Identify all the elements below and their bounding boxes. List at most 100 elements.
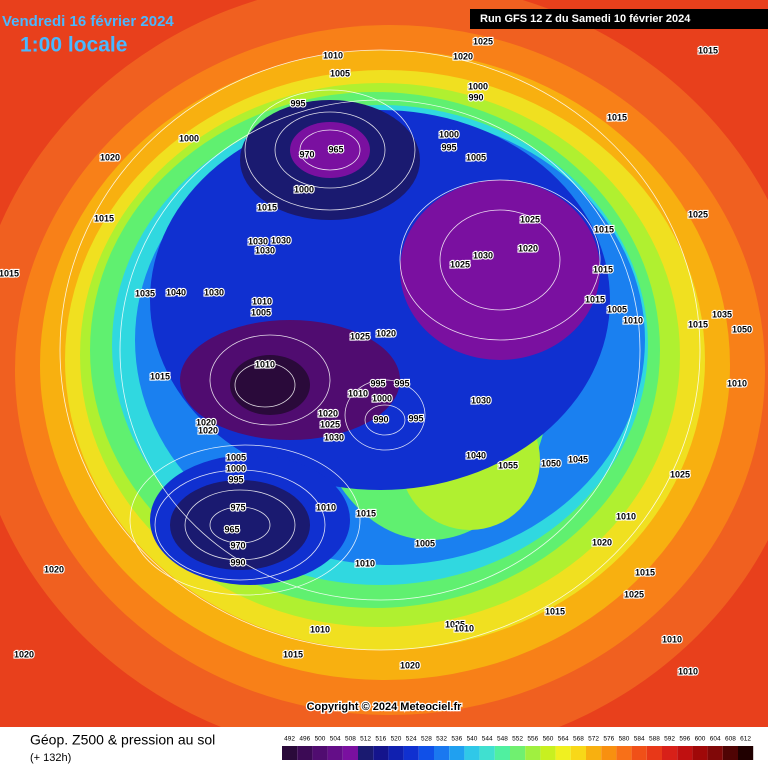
isobar-label: 1030 (248, 236, 268, 246)
isobar-label: 1000 (179, 133, 199, 143)
isobar-label: 1005 (251, 307, 271, 317)
isobar-label: 1025 (624, 589, 644, 599)
isobar-label: 1030 (471, 395, 491, 405)
legend-swatch (297, 746, 313, 760)
isobar-label: 1030 (473, 250, 493, 260)
isobar-label: 1010 (623, 315, 643, 325)
isobar-label: 1010 (323, 50, 343, 60)
isobar-label: 1000 (439, 129, 459, 139)
isobar-label: 1005 (607, 304, 627, 314)
isobar-label: 1015 (585, 294, 605, 304)
legend-label: 492 (284, 736, 295, 743)
legend-label: 504 (330, 736, 341, 743)
legend-label: 496 (299, 736, 310, 743)
isobar-label: 1010 (255, 359, 275, 369)
isobar-label: 1050 (541, 458, 561, 468)
isobar-label: 1015 (688, 319, 708, 329)
legend-swatch (464, 746, 480, 760)
legend-label: 520 (391, 736, 402, 743)
isobar-label: 1035 (135, 288, 155, 298)
isobar-label: 1020 (100, 152, 120, 162)
isobar-label: 1025 (670, 469, 690, 479)
isobar-label: 1025 (473, 36, 493, 46)
legend-swatch (479, 746, 495, 760)
isobar-label: 1000 (468, 81, 488, 91)
isobar-label: 1015 (0, 268, 19, 278)
isobar-label: 1015 (594, 224, 614, 234)
legend-label: 532 (436, 736, 447, 743)
isobar-label: 1025 (450, 259, 470, 269)
legend-swatch (312, 746, 328, 760)
isobar-label: 1015 (150, 371, 170, 381)
legend-swatch (510, 746, 526, 760)
legend-swatch (570, 746, 586, 760)
isobar-label: 1005 (466, 152, 486, 162)
isobar-label: 1000 (226, 463, 246, 473)
legend-label: 612 (740, 736, 751, 743)
isobar-label: 1020 (318, 408, 338, 418)
isobar-label: 1010 (348, 388, 368, 398)
legend-label: 540 (467, 736, 478, 743)
isobar-label: 1015 (356, 508, 376, 518)
isobar-label: 1040 (166, 287, 186, 297)
isobar-label: 1000 (372, 393, 392, 403)
legend-swatch (540, 746, 556, 760)
legend-label: 552 (512, 736, 523, 743)
isobar-label: 1020 (198, 425, 218, 435)
isobar-label: 990 (230, 557, 245, 567)
isobar-label: 1010 (454, 623, 474, 633)
legend-swatch (601, 746, 617, 760)
local-time: 1:00 locale (20, 34, 127, 57)
isobar-label: 1030 (324, 432, 344, 442)
copyright: Copyright © 2024 Meteociel.fr (307, 701, 463, 713)
isobar-label: 1020 (376, 328, 396, 338)
isobar-label: 995 (228, 474, 243, 484)
legend-label: 564 (558, 736, 569, 743)
isobar-label: 1020 (518, 243, 538, 253)
isobar-label: 1005 (226, 452, 246, 462)
isobar-label: 1015 (607, 112, 627, 122)
legend-swatch (586, 746, 602, 760)
legend-swatch (358, 746, 374, 760)
run-info: Run GFS 12 Z du Samedi 10 février 2024 (480, 13, 691, 25)
isobar-label: 995 (394, 378, 409, 388)
isobar-label: 1005 (415, 538, 435, 548)
isobar-label: 1010 (316, 502, 336, 512)
legend-swatch (449, 746, 465, 760)
isobar-label: 990 (468, 92, 483, 102)
run-box (470, 9, 768, 29)
legend-swatch (525, 746, 541, 760)
legend-label: 572 (588, 736, 599, 743)
footer-title: Géop. Z500 & pression au sol (30, 732, 215, 748)
isobar-label: 1015 (593, 264, 613, 274)
legend-swatch (616, 746, 632, 760)
legend-label: 588 (649, 736, 660, 743)
legend-swatch (722, 746, 738, 760)
legend-label: 500 (315, 736, 326, 743)
isobar-label: 1030 (271, 235, 291, 245)
legend-label: 592 (664, 736, 675, 743)
legend-label: 600 (695, 736, 706, 743)
isobar-label: 990 (373, 414, 388, 424)
isobar-label: 1015 (698, 45, 718, 55)
isobar-label: 965 (328, 144, 343, 154)
isobar-label: 1020 (196, 417, 216, 427)
legend-label: 536 (451, 736, 462, 743)
legend-swatch (677, 746, 693, 760)
isobar-label: 995 (370, 378, 385, 388)
legend-swatch (692, 746, 708, 760)
isobar-label: 1010 (355, 558, 375, 568)
legend-label: 508 (345, 736, 356, 743)
isobar-label: 1025 (688, 209, 708, 219)
isobar-label: 1050 (732, 324, 752, 334)
legend-label: 528 (421, 736, 432, 743)
legend-label: 556 (527, 736, 538, 743)
isobar-label: 1005 (330, 68, 350, 78)
isobar-label: 1020 (400, 660, 420, 670)
legend-label: 576 (603, 736, 614, 743)
legend-swatch (646, 746, 662, 760)
legend-swatch (631, 746, 647, 760)
